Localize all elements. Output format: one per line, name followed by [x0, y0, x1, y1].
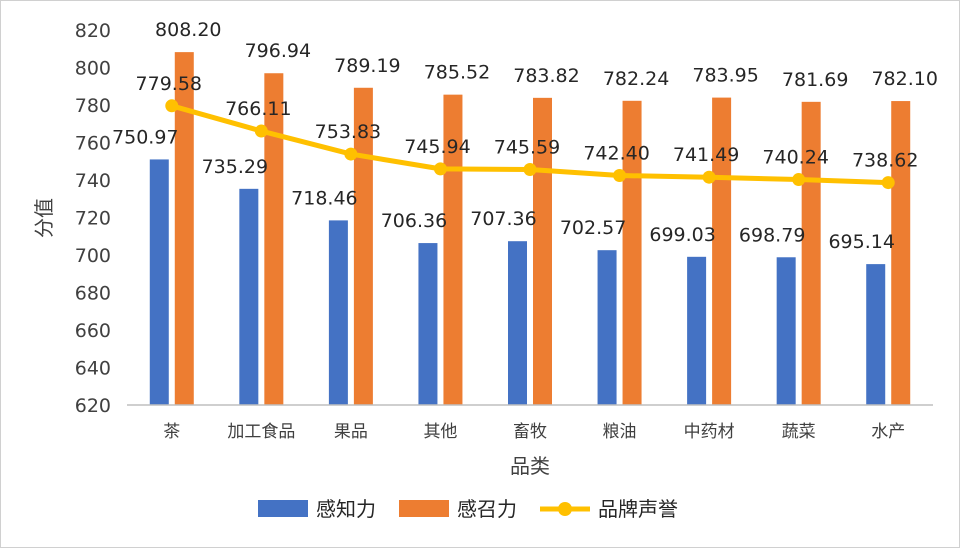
line-point [792, 173, 806, 187]
y-tick-label: 660 [75, 320, 111, 342]
legend: 感知力 感召力 品牌声誉 [258, 497, 678, 521]
y-tick-label: 760 [75, 133, 111, 155]
bar-1 [443, 94, 463, 406]
bar-data-label: 782.24 [603, 68, 669, 90]
legend-label: 感召力 [457, 497, 517, 521]
bar-1 [712, 97, 732, 405]
y-tick-label: 640 [75, 358, 111, 380]
legend-label: 品牌声誉 [598, 497, 678, 521]
line-data-label: 745.94 [404, 136, 470, 158]
bar-data-label: 718.46 [291, 187, 357, 209]
line-point [613, 169, 627, 182]
line-data-label: 741.49 [673, 144, 739, 166]
bar-data-label: 735.29 [202, 156, 268, 178]
line-point [165, 99, 179, 113]
legend-label: 感知力 [316, 497, 376, 521]
line-point [702, 170, 716, 184]
line-data-label: 742.40 [583, 143, 649, 165]
bar-0 [776, 257, 796, 405]
y-axis-ticks: 620 640 660 680 700 720 740 760 780 800 820 [75, 20, 111, 417]
bar-data-label: 808.20 [155, 19, 221, 41]
x-tick-label: 加工食品 [227, 422, 295, 442]
x-tick-label: 果品 [334, 422, 368, 442]
line-point [254, 124, 268, 138]
bar-0 [597, 250, 617, 405]
bar-1 [891, 101, 911, 405]
x-tick-label: 其他 [423, 422, 457, 442]
y-tick-label: 800 [75, 58, 111, 80]
bar-0 [239, 188, 259, 405]
bar-data-label: 707.36 [470, 208, 536, 230]
bar-series [149, 52, 911, 406]
bar-0 [866, 264, 886, 405]
bar-1 [174, 52, 194, 405]
line-data-label: 740.24 [762, 147, 828, 169]
y-tick-label: 820 [75, 20, 111, 42]
x-tick-label: 畜牧 [513, 422, 547, 442]
bar-data-label: 796.94 [245, 40, 311, 62]
bar-1 [353, 87, 373, 406]
x-axis-categories: 茶 加工食品 果品 其他 畜牧 粮油 中药材 蔬菜 水产 [163, 422, 905, 442]
x-tick-label: 茶 [163, 422, 180, 442]
bar-data-label: 789.19 [334, 55, 400, 77]
y-tick-label: 620 [75, 395, 111, 417]
line-point [433, 162, 447, 176]
line-point [881, 176, 895, 190]
legend-swatch [258, 500, 308, 517]
bar-0 [149, 159, 169, 405]
x-tick-label: 中药材 [684, 422, 735, 442]
y-tick-label: 780 [75, 95, 111, 117]
bar-0 [328, 220, 348, 405]
bar-data-label: 783.82 [513, 65, 579, 87]
line-point [523, 163, 537, 177]
bar-data-label: 785.52 [424, 62, 490, 84]
bar-data-label: 783.95 [692, 65, 758, 87]
legend-marker [558, 502, 572, 516]
bar-data-label: 695.14 [828, 231, 894, 253]
bar-data-label: 699.03 [649, 224, 715, 246]
line-data-label: 745.59 [494, 137, 560, 159]
bar-data-label: 781.69 [782, 69, 848, 91]
x-tick-label: 蔬菜 [782, 422, 816, 442]
y-axis-title: 分值 [32, 198, 56, 238]
line-point [344, 147, 358, 161]
bar-0 [687, 256, 707, 405]
bar-data-label: 702.57 [560, 217, 626, 239]
bar-0 [508, 241, 527, 405]
line-data-label: 738.62 [852, 150, 918, 172]
line-series [165, 99, 895, 190]
bar-0 [418, 243, 438, 405]
data-labels: 750.97 808.20 735.29 796.94 718.46 789.19 706.… [112, 19, 938, 253]
line-data-label: 766.11 [225, 98, 291, 120]
x-tick-label: 水产 [871, 422, 905, 442]
x-axis-title: 品类 [510, 454, 550, 478]
bar-data-label: 706.36 [381, 210, 447, 232]
y-tick-label: 700 [75, 245, 111, 267]
bar-data-label: 750.97 [112, 126, 178, 148]
x-tick-label: 粮油 [603, 422, 637, 442]
line-data-label: 779.58 [136, 73, 202, 95]
bar-data-label: 782.10 [871, 68, 937, 90]
bar-data-label: 698.79 [739, 224, 805, 246]
bar-1 [264, 73, 284, 406]
y-tick-label: 740 [75, 170, 111, 192]
line-data-label: 753.83 [315, 121, 381, 143]
legend-swatch [399, 500, 449, 517]
bar-1 [533, 97, 552, 406]
y-tick-label: 680 [75, 283, 111, 305]
y-tick-label: 720 [75, 208, 111, 230]
